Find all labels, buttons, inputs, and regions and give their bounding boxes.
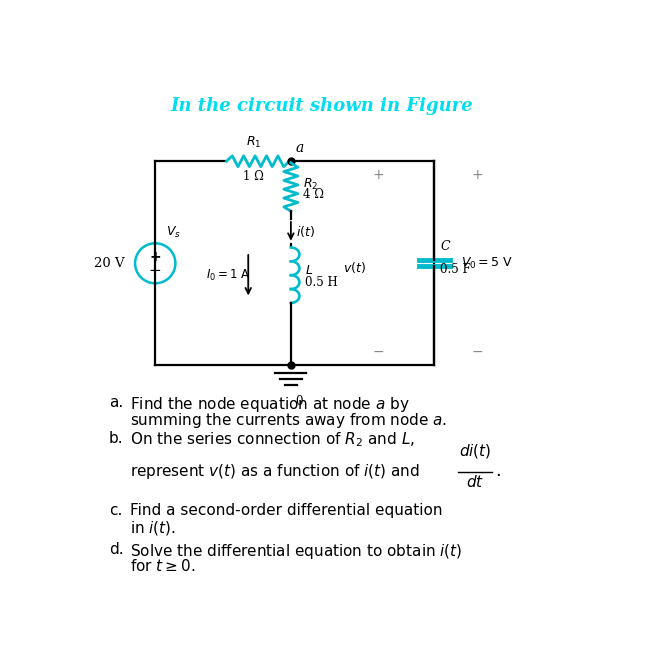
- Text: In the circuit shown in Figure: In the circuit shown in Figure: [170, 97, 473, 115]
- Text: −: −: [372, 344, 384, 358]
- Text: b.: b.: [109, 431, 123, 446]
- Text: $V_s$: $V_s$: [166, 225, 181, 240]
- Text: a.: a.: [109, 395, 123, 409]
- Text: 0.5 H: 0.5 H: [305, 275, 338, 289]
- Text: c.: c.: [109, 503, 122, 518]
- Text: −: −: [471, 344, 483, 358]
- Text: $R_2$: $R_2$: [303, 176, 319, 192]
- Text: $I_0 = 1\ \mathrm{A}$: $I_0 = 1\ \mathrm{A}$: [206, 267, 250, 283]
- Text: C: C: [441, 240, 450, 253]
- Text: Find a second-order differential equation: Find a second-order differential equatio…: [131, 503, 443, 518]
- Text: 0.5 F: 0.5 F: [441, 263, 471, 276]
- Text: for $t \geq 0$.: for $t \geq 0$.: [131, 558, 196, 574]
- Text: in $i(t)$.: in $i(t)$.: [131, 519, 176, 537]
- Text: Solve the differential equation to obtain $i(t)$: Solve the differential equation to obtai…: [131, 541, 463, 561]
- Text: $di(t)$: $di(t)$: [459, 442, 492, 460]
- Text: +: +: [372, 168, 384, 182]
- Text: 20 V: 20 V: [93, 257, 124, 270]
- Text: represent $v(t)$ as a function of $i(t)$ and: represent $v(t)$ as a function of $i(t)$…: [131, 462, 421, 480]
- Text: $R_1$: $R_1$: [246, 135, 261, 151]
- Text: a: a: [296, 141, 304, 155]
- Text: 1 Ω: 1 Ω: [243, 170, 264, 184]
- Text: $dt$: $dt$: [466, 474, 485, 490]
- Text: $i(t)$: $i(t)$: [296, 224, 315, 239]
- Text: $V_0 = 5\ \mathrm{V}$: $V_0 = 5\ \mathrm{V}$: [462, 256, 514, 271]
- Text: 4 Ω: 4 Ω: [303, 188, 325, 201]
- Text: −: −: [149, 263, 162, 279]
- Text: .: .: [495, 462, 500, 480]
- Text: d.: d.: [109, 541, 123, 557]
- Text: $v(t)$: $v(t)$: [343, 259, 366, 275]
- Text: +: +: [150, 250, 161, 264]
- Text: 0: 0: [296, 395, 303, 407]
- Text: +: +: [471, 168, 483, 182]
- Text: summing the currents away from node $a$.: summing the currents away from node $a$.: [131, 411, 448, 429]
- Text: On the series connection of $R_2$ and $L$,: On the series connection of $R_2$ and $L…: [131, 431, 415, 450]
- Text: $L$: $L$: [305, 264, 313, 277]
- Text: Find the node equation at node $a$ by: Find the node equation at node $a$ by: [131, 395, 410, 413]
